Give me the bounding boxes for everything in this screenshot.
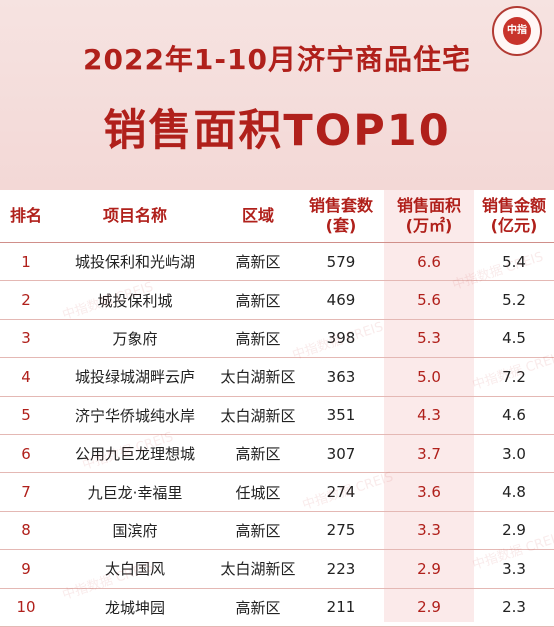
table-row: 6 公用九巨龙理想城 高新区 307 3.7 3.0 [0,435,554,474]
district-cell: 高新区 [235,253,281,272]
district-cell: 高新区 [235,445,281,464]
area-cell: 5.3 [417,329,441,348]
amount-cell: 7.2 [502,367,526,386]
area-cell: 3.6 [417,483,441,502]
district-cell: 太白湖新区 [220,406,296,425]
column-header: 销售面积 (万㎡) [396,196,461,235]
project-name-cell: 城投绿城湖畔云庐 [74,368,195,387]
rank-cell: 3 [21,329,31,348]
units-cell: 307 [326,444,356,463]
logo-icon: 中指 [492,6,542,56]
rank-cell: 2 [21,291,31,310]
table-header: 排名 项目名称 区域 销售套数 (套) 销售面积 (万㎡) 销售金额 (亿元) [0,190,554,243]
column-header: 销售金额 (亿元) [481,196,546,235]
units-cell: 223 [326,559,356,578]
rank-cell: 9 [21,559,31,578]
amount-cell: 2.3 [502,598,526,617]
rank-cell: 8 [21,521,31,540]
district-cell: 高新区 [235,598,281,617]
project-name-cell: 万象府 [112,329,158,348]
area-cell: 3.7 [417,444,441,463]
project-name-cell: 龙城坤园 [104,598,165,617]
column-header: 区域 [241,206,274,225]
area-cell: 2.9 [417,598,441,617]
rank-cell: 6 [21,444,31,463]
district-cell: 高新区 [235,329,281,348]
project-name-cell: 太白国风 [104,560,165,579]
amount-cell: 4.8 [502,483,526,502]
district-cell: 太白湖新区 [220,368,296,387]
district-cell: 任城区 [235,483,281,502]
column-header: 项目名称 [102,206,167,225]
table-row: 10 龙城坤园 高新区 211 2.9 2.3 [0,589,554,627]
table-row: 7 九巨龙·幸福里 任城区 274 3.6 4.8 [0,473,554,512]
table-row: 3 万象府 高新区 398 5.3 4.5 [0,320,554,359]
area-cell: 4.3 [417,406,441,425]
logo-text: 中指 [503,17,531,45]
table-row: 8 国滨府 高新区 275 3.3 2.9 [0,512,554,551]
table-row: 1 城投保利和光屿湖 高新区 579 6.6 5.4 [0,243,554,282]
page-title: 2022年1-10月济宁商品住宅 [83,43,471,76]
district-cell: 高新区 [235,521,281,540]
table-row: 4 城投绿城湖畔云庐 太白湖新区 363 5.0 7.2 [0,358,554,397]
project-name-cell: 济宁华侨城纯水岸 [74,406,195,425]
amount-cell: 3.3 [502,559,526,578]
header-banner: 中指 2022年1-10月济宁商品住宅 销售面积TOP10 [0,0,554,190]
rank-cell: 10 [16,598,36,617]
rank-cell: 4 [21,367,31,386]
ranking-table: 排名 项目名称 区域 销售套数 (套) 销售面积 (万㎡) 销售金额 (亿元) 1 城投保利和… [0,190,554,627]
project-name-cell: 城投保利和光屿湖 [74,253,195,272]
amount-cell: 2.9 [502,521,526,540]
area-cell: 2.9 [417,559,441,578]
amount-cell: 5.2 [502,291,526,310]
units-cell: 351 [326,406,356,425]
units-cell: 579 [326,252,356,271]
page-subtitle: 销售面积TOP10 [103,106,451,156]
column-header: 排名 [9,206,42,225]
area-cell: 5.0 [417,367,441,386]
amount-cell: 4.6 [502,406,526,425]
rank-cell: 5 [21,406,31,425]
units-cell: 274 [326,483,356,502]
area-cell: 6.6 [417,252,441,271]
project-name-cell: 公用九巨龙理想城 [74,445,195,464]
units-cell: 211 [326,598,356,617]
district-cell: 高新区 [235,291,281,310]
amount-cell: 3.0 [502,444,526,463]
area-cell: 3.3 [417,521,441,540]
project-name-cell: 九巨龙·幸福里 [87,483,183,502]
district-cell: 太白湖新区 [220,560,296,579]
rank-cell: 1 [21,252,31,271]
units-cell: 398 [326,329,356,348]
amount-cell: 5.4 [502,252,526,271]
column-header: 销售套数 (套) [308,196,373,235]
units-cell: 469 [326,291,356,310]
amount-cell: 4.5 [502,329,526,348]
table-row: 2 城投保利城 高新区 469 5.6 5.2 [0,281,554,320]
units-cell: 363 [326,367,356,386]
table-row: 5 济宁华侨城纯水岸 太白湖新区 351 4.3 4.6 [0,397,554,435]
project-name-cell: 国滨府 [112,521,158,540]
area-cell: 5.6 [417,291,441,310]
project-name-cell: 城投保利城 [97,291,173,310]
rank-cell: 7 [21,483,31,502]
table-row: 9 太白国风 太白湖新区 223 2.9 3.3 [0,550,554,589]
units-cell: 275 [326,521,356,540]
